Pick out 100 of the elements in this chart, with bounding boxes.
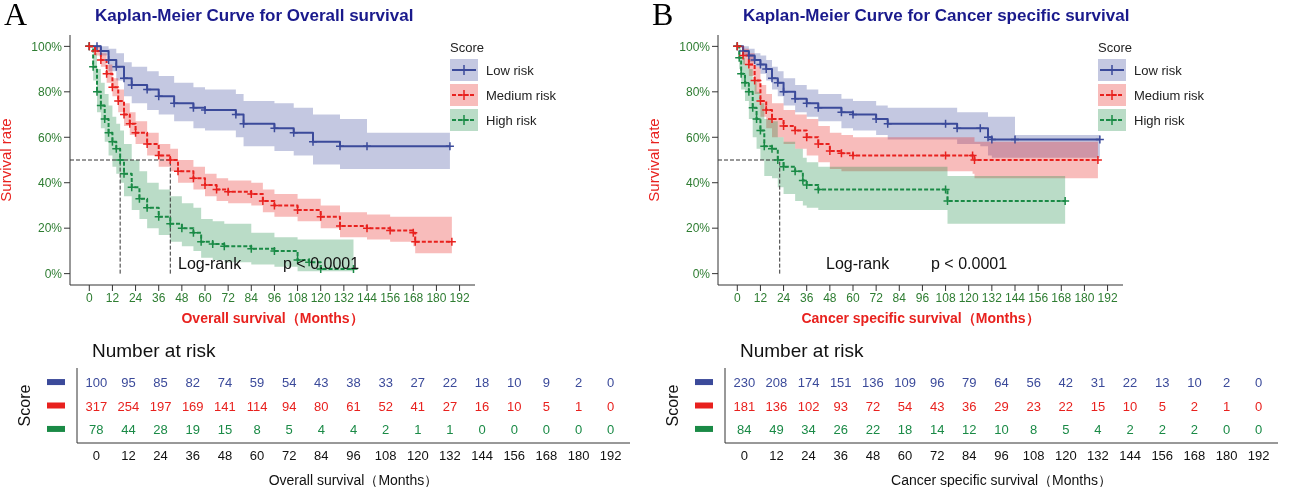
x-tick-label: 72 [869, 290, 884, 305]
legend-title: Score [450, 40, 485, 55]
x-tick-label: 24 [128, 290, 143, 305]
x-tick-label: 60 [249, 448, 265, 464]
x-tick-label: 168 [403, 290, 424, 305]
x-tick-label: 84 [962, 448, 977, 464]
data-label: 0 [1255, 375, 1263, 391]
data-label: 0 [542, 421, 551, 437]
x-tick-label: 120 [310, 290, 332, 305]
annotation: Log-rank [826, 255, 890, 273]
data-label: 2 [574, 375, 583, 391]
data-label: 33 [378, 375, 393, 391]
y-axis-title: Survival rate [645, 118, 663, 202]
data-label: 1 [1222, 398, 1231, 414]
x-tick-label: 192 [599, 448, 622, 464]
x-tick-label: 156 [1151, 448, 1174, 464]
data-label: 22 [1058, 398, 1074, 414]
x-tick-label: 108 [1022, 448, 1045, 464]
x-tick-label: 0 [733, 290, 741, 305]
legend-label: Medium risk [1134, 87, 1205, 103]
data-label: 54 [897, 398, 913, 414]
data-label: 95 [121, 375, 136, 391]
data-label: 29 [994, 398, 1009, 414]
data-label: 64 [994, 375, 1009, 391]
x-tick-label: 120 [406, 448, 429, 464]
data-label: 19 [185, 421, 200, 437]
x-tick-label: 12 [769, 448, 784, 464]
data-label: 2 [1158, 421, 1166, 437]
x-tick-label: 120 [1054, 448, 1077, 464]
data-label: 9 [542, 375, 551, 391]
data-label: 8 [1030, 421, 1038, 437]
data-label: 254 [117, 398, 140, 414]
x-tick-label: 144 [356, 290, 378, 305]
legend-label: Low risk [1134, 62, 1182, 78]
x-tick-label: 192 [1097, 290, 1118, 305]
x-tick-label: 108 [374, 448, 397, 464]
data-label: 109 [894, 375, 916, 391]
data-label: 94 [281, 398, 297, 414]
y-tick-label: 80% [685, 85, 711, 100]
data-label: 1 [446, 421, 454, 437]
data-label: 174 [797, 375, 820, 391]
data-label: 22 [1122, 375, 1138, 391]
data-label: 16 [474, 398, 490, 414]
data-label: 18 [474, 375, 490, 391]
x-tick-label: 0 [85, 290, 93, 305]
data-label: 0 [478, 421, 486, 437]
x-tick-label: 48 [823, 290, 837, 305]
x-tick-label: 156 [503, 448, 526, 464]
x-axis-title: Cancer specific survival（Months） [891, 472, 1112, 487]
data-label: 41 [410, 398, 426, 414]
x-tick-label: 108 [287, 290, 308, 305]
data-label: 49 [769, 421, 784, 437]
x-tick-label: 96 [994, 448, 1009, 464]
x-tick-label: 132 [439, 448, 461, 464]
x-tick-label: 12 [753, 290, 768, 305]
x-tick-label: 60 [198, 290, 212, 305]
x-tick-label: 60 [897, 448, 913, 464]
data-label: 136 [765, 398, 788, 414]
y-tick-label: 100% [31, 39, 63, 54]
x-tick-label: 48 [217, 448, 233, 464]
data-label: 28 [153, 421, 168, 437]
legend-label: Low risk [486, 62, 534, 78]
data-label: 2 [382, 421, 390, 437]
data-label: 22 [442, 375, 458, 391]
data-label: 5 [542, 398, 551, 414]
data-label: 208 [765, 375, 788, 391]
data-label: 0 [1222, 421, 1231, 437]
x-tick-label: 132 [1087, 448, 1109, 464]
data-label: 4 [1094, 421, 1102, 437]
y-axis-title: Score [15, 384, 33, 427]
x-tick-label: 12 [105, 290, 120, 305]
x-tick-label: 108 [935, 290, 956, 305]
x-tick-label: 24 [776, 290, 791, 305]
data-label: 0 [607, 421, 615, 437]
data-label: 43 [929, 398, 945, 414]
x-tick-label: 72 [929, 448, 945, 464]
data-label: 0 [510, 421, 518, 437]
data-label: 54 [281, 375, 297, 391]
data-label: 8 [253, 421, 261, 437]
x-axis-title: Overall survival（Months） [181, 310, 364, 326]
y-axis-title: Score [663, 384, 681, 427]
x-axis-title: Overall survival（Months） [268, 472, 439, 487]
data-label: 96 [929, 375, 945, 391]
data-label: 72 [865, 398, 881, 414]
x-tick-label: 96 [267, 290, 282, 305]
text: A [4, 0, 28, 33]
data-label: 317 [85, 398, 108, 414]
data-label: 197 [149, 398, 172, 414]
data-label: 1 [414, 421, 422, 437]
y-tick-label: 20% [685, 221, 711, 236]
x-tick-label: 24 [153, 448, 168, 464]
x-tick-label: 36 [833, 448, 848, 464]
x-tick-label: 168 [535, 448, 558, 464]
data-label: 38 [346, 375, 361, 391]
data-label: 80 [314, 398, 329, 414]
data-label: 43 [314, 375, 329, 391]
data-label: 10 [507, 398, 522, 414]
chart-title: Number at risk [92, 340, 216, 362]
data-label: 15 [217, 421, 233, 437]
x-tick-label: 192 [1247, 448, 1270, 464]
